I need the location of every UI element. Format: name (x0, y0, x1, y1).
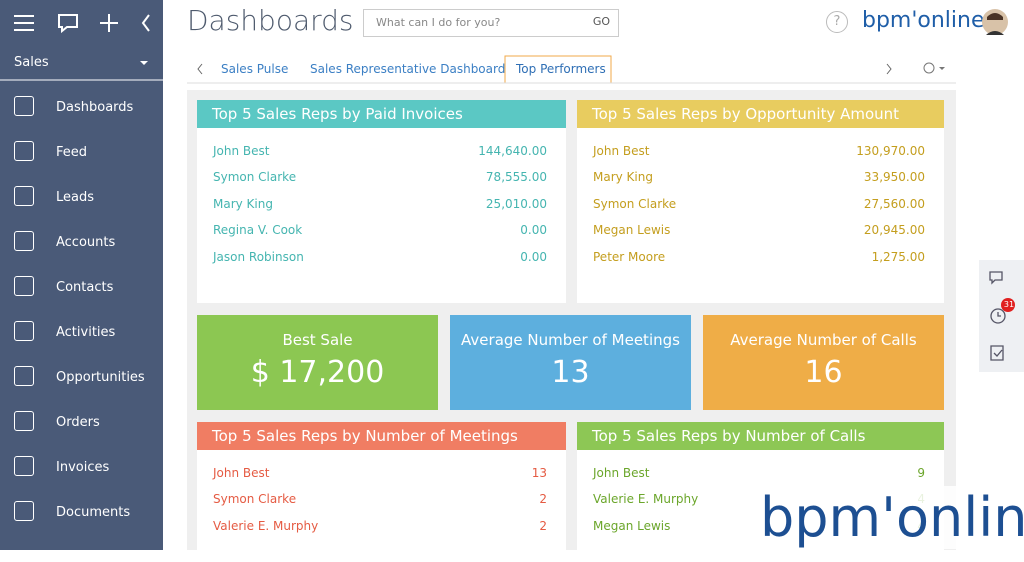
metric-tile: Average Number of Calls 16 (703, 315, 944, 410)
nav-icon (14, 186, 34, 206)
rep-value: 144,640.00 (478, 144, 547, 158)
user-avatar[interactable] (982, 9, 1008, 35)
tab[interactable]: Top Performers (516, 62, 606, 76)
rep-value: 1,275.00 (871, 249, 925, 264)
sidebar-toolbar (0, 14, 163, 81)
nav-item[interactable]: Dashboards (56, 100, 134, 115)
help-button[interactable]: ? (826, 11, 848, 33)
nav-icon (14, 366, 34, 386)
rep-name: John Best (213, 144, 270, 158)
rep-name: Megan Lewis (593, 223, 671, 238)
page-title: Dashboards (187, 4, 354, 37)
dashboard-area: Top 5 Sales Reps by Paid Invoices John Be… (187, 90, 956, 562)
rep-value: 130,970.00 (856, 144, 925, 158)
rep-value: 2 (539, 492, 547, 507)
rep-name: Mary King (213, 196, 273, 211)
nav-icon (14, 501, 34, 521)
metric-value: $ 17,200 (250, 355, 385, 390)
metric-value: 16 (804, 355, 843, 390)
metric-tile: Best Sale $ 17,200 (197, 315, 438, 410)
rep-name: Valerie E. Murphy (593, 492, 699, 507)
nav-item[interactable]: Feed (56, 145, 88, 160)
nav-item[interactable]: Activities (56, 325, 116, 340)
nav-icon (14, 141, 34, 161)
metric-tile: Average Number of Meetings 13 (450, 315, 691, 410)
rep-name: Symon Clarke (593, 196, 677, 211)
sidebar: Sales Dashboards Feed Leads Accounts Contact… (0, 0, 163, 550)
nav-item[interactable]: Accounts (56, 235, 116, 250)
rep-name: Valerie E. Murphy (213, 518, 319, 533)
rep-name: Peter Moore (593, 249, 666, 264)
search-button[interactable]: GO (592, 15, 610, 28)
search-placeholder: What can I do for you? (376, 16, 501, 29)
watermark: bpm'online (760, 486, 1024, 549)
logo: bpm'online (862, 8, 985, 33)
rep-name: Megan Lewis (593, 518, 671, 533)
nav-icon (14, 411, 34, 431)
metric-label: Average Number of Calls (730, 331, 917, 349)
metric-value: 13 (551, 355, 590, 390)
rep-name: John Best (213, 466, 270, 480)
rep-value: 78,555.00 (485, 170, 547, 185)
rep-name: Symon Clarke (213, 492, 297, 507)
rep-value: 9 (917, 466, 925, 480)
rep-value: 33,950.00 (863, 170, 925, 185)
widget-title: Top 5 Sales Reps by Number of Meetings (197, 422, 566, 450)
rep-value: 20,945.00 (863, 223, 925, 238)
rep-name: Jason Robinson (213, 249, 304, 264)
rep-name: Regina V. Cook (213, 223, 303, 238)
rep-value: 2 (539, 518, 547, 533)
nav-item[interactable]: Orders (56, 415, 100, 430)
nav-item[interactable]: Contacts (56, 280, 114, 295)
tab-bar (187, 55, 956, 84)
nav-item[interactable]: Documents (56, 505, 131, 520)
rep-name: John Best (593, 466, 650, 480)
nav-icon (14, 276, 34, 296)
rep-name: Symon Clarke (213, 170, 297, 185)
rep-value: 0.00 (520, 249, 547, 264)
rep-value: 0.00 (520, 223, 547, 238)
right-panel (979, 260, 1024, 372)
nav-item[interactable]: Leads (56, 190, 95, 205)
metric-label: Average Number of Meetings (461, 331, 680, 349)
rep-value: 13 (531, 466, 547, 480)
rep-name: John Best (593, 144, 650, 158)
nav-icon (14, 321, 34, 341)
metric-label: Best Sale (282, 331, 353, 349)
search-box[interactable]: What can I do for you? GO (363, 9, 619, 37)
nav-icon (14, 231, 34, 251)
tab[interactable]: Sales Representative Dashboard (310, 62, 506, 76)
page: Sales Dashboards Feed Leads Accounts Contact… (0, 0, 1024, 550)
nav-item[interactable]: Invoices (56, 460, 110, 475)
widget: Top 5 Sales Reps by Opportunity Amount Jo… (577, 100, 944, 303)
rep-value: 27,560.00 (863, 196, 925, 211)
rep-name: Mary King (593, 170, 653, 185)
widget: Top 5 Sales Reps by Paid Invoices John Be… (197, 100, 566, 303)
nav-icon (14, 456, 34, 476)
widget-title: Top 5 Sales Reps by Number of Calls (577, 422, 944, 450)
widget-title: Top 5 Sales Reps by Opportunity Amount (577, 100, 944, 128)
widget-title: Top 5 Sales Reps by Paid Invoices (197, 100, 566, 128)
notification-badge: 31 (1003, 300, 1015, 309)
tab[interactable]: Sales Pulse (221, 62, 289, 76)
widget: Top 5 Sales Reps by Number of Meetings Jo… (197, 422, 566, 562)
nav-item[interactable]: Opportunities (56, 370, 145, 385)
nav-icon (14, 96, 34, 116)
section-selector[interactable]: Sales (14, 55, 49, 70)
rep-value: 25,010.00 (485, 196, 547, 211)
